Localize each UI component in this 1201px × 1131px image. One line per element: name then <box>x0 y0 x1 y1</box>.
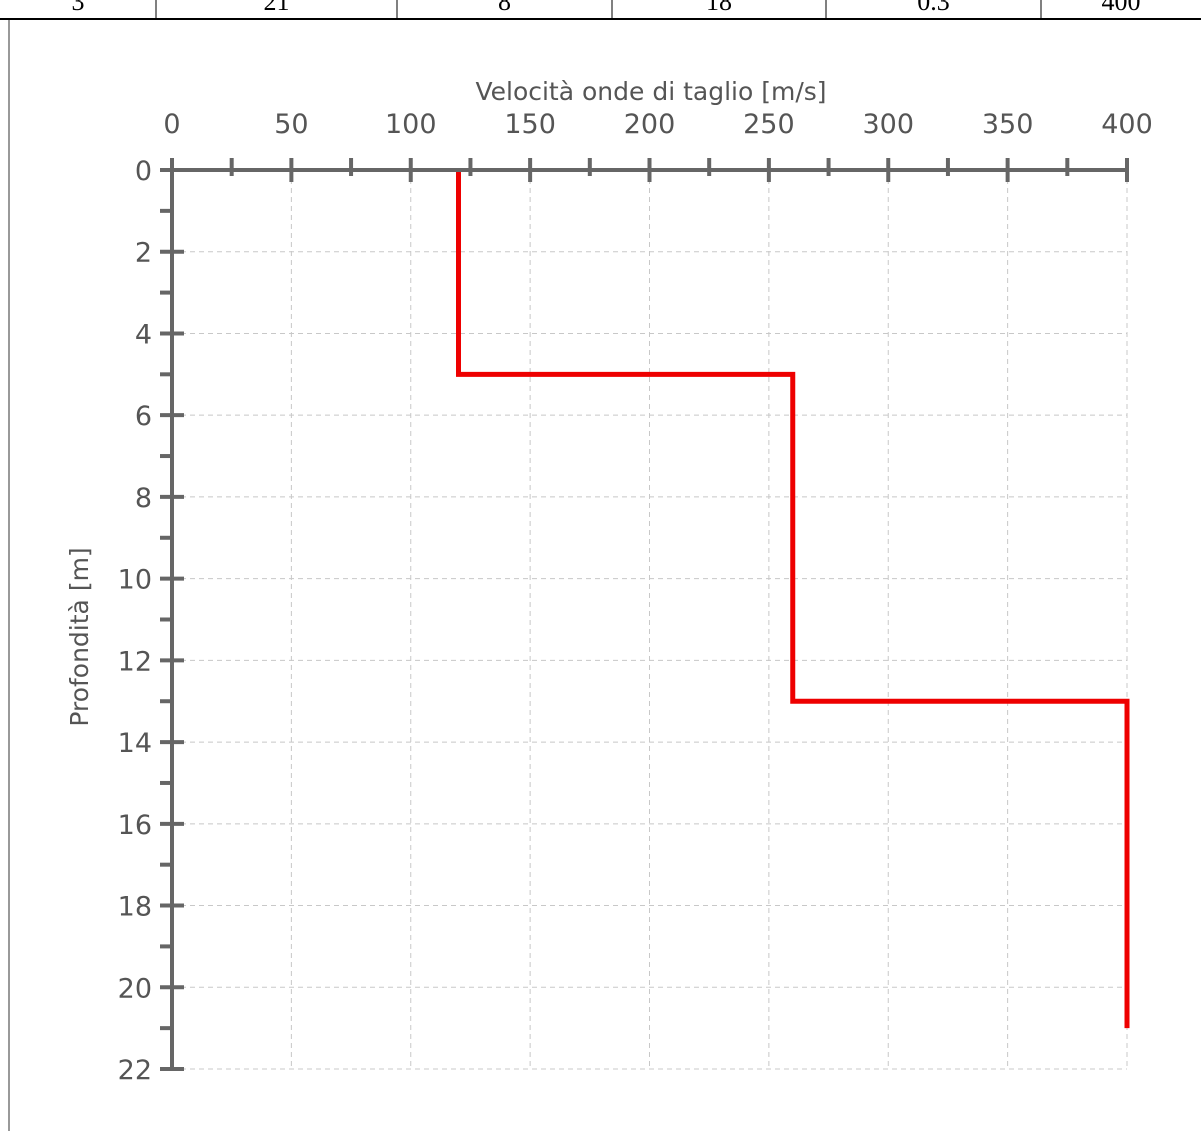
table-row: 3 21 8 18 0.3 400 <box>72 0 1141 20</box>
table-cell: 8 <box>498 0 511 16</box>
y-tick-label: 8 <box>135 483 152 514</box>
layer-table-row: 3 21 8 18 0.3 400 <box>0 0 1201 20</box>
x-tick-label: 200 <box>624 109 676 140</box>
grid <box>172 170 1128 1070</box>
y-tick-label: 4 <box>135 319 152 350</box>
x-tick-label: 250 <box>743 109 795 140</box>
y-tick-label: 22 <box>118 1055 152 1086</box>
x-tick-label: 0 <box>163 109 180 140</box>
y-tick-label: 0 <box>135 156 152 187</box>
x-axis-title: Velocità onde di taglio [m/s] <box>475 77 826 106</box>
table-cell: 18 <box>706 0 732 16</box>
series-layer <box>456 170 1130 1029</box>
x-tick-label: 300 <box>862 109 914 140</box>
y-tick-label: 18 <box>118 892 152 923</box>
chart-frame: 0 50 100 150 200 250 300 350 400 0 2 4 6 8 10 12 14 16 18 2… <box>8 20 1201 1131</box>
y-tick-label: 20 <box>118 973 152 1004</box>
x-tick-label: 100 <box>385 109 437 140</box>
table-cell: 400 <box>1102 0 1141 16</box>
shear-wave-velocity-chart: 0 50 100 150 200 250 300 350 400 0 2 4 6 8 10 12 14 16 18 2… <box>8 20 1153 1131</box>
y-tick-label: 12 <box>118 646 152 677</box>
y-tick-label: 10 <box>118 565 152 596</box>
table-cell: 0.3 <box>917 0 950 16</box>
y-axis-title: Profondità [m] <box>65 547 94 726</box>
x-tick-label: 50 <box>274 109 308 140</box>
x-tick-label: 400 <box>1101 109 1153 140</box>
table-cell: 3 <box>72 0 85 16</box>
series-velocity-profile <box>456 170 1130 1029</box>
table-cell: 21 <box>264 0 290 16</box>
x-tick-label: 350 <box>982 109 1034 140</box>
axes: 0 50 100 150 200 250 300 350 400 0 2 4 6 8 10 12 14 16 18 2… <box>118 109 1153 1086</box>
y-tick-label: 16 <box>118 810 152 841</box>
x-tick-label: 150 <box>504 109 556 140</box>
y-tick-label: 6 <box>135 401 152 432</box>
y-tick-label: 14 <box>118 728 152 759</box>
y-tick-label: 2 <box>135 238 152 269</box>
